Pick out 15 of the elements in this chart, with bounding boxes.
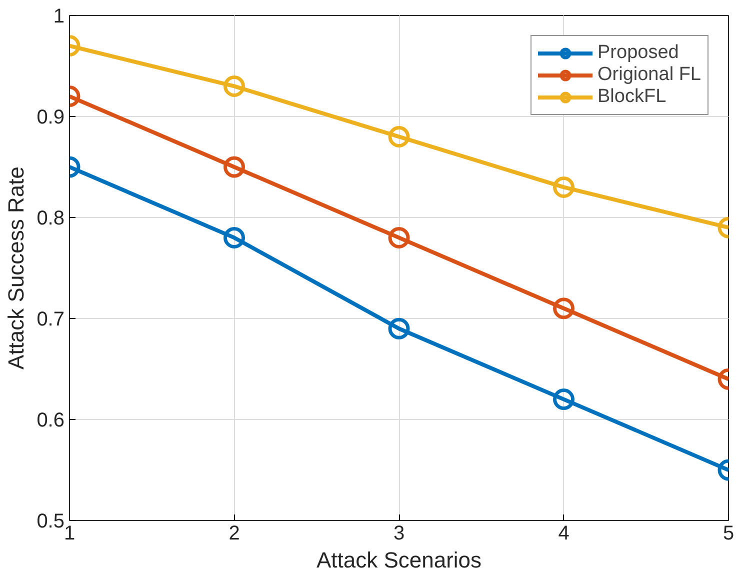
y-tick-label: 0.6: [36, 410, 65, 432]
y-tick-label: 1: [53, 6, 64, 28]
x-tick-label: 2: [228, 522, 240, 544]
x-axis-title: Attack Scenarios: [316, 548, 482, 572]
x-tick-label: 4: [558, 522, 570, 544]
y-tick-label: 0.7: [36, 308, 65, 330]
y-tick-label: 0.8: [36, 208, 65, 230]
x-tick-label: 5: [722, 522, 734, 544]
legend-label: BlockFL: [598, 86, 666, 108]
y-axis-title: Attack Success Rate: [4, 166, 29, 370]
legend-label: Origional FL: [598, 64, 701, 86]
legend-label: Proposed: [598, 42, 679, 64]
x-tick-label: 3: [393, 522, 405, 544]
y-tick-label: 0.5: [36, 510, 65, 532]
y-tick-label: 0.9: [36, 106, 65, 128]
